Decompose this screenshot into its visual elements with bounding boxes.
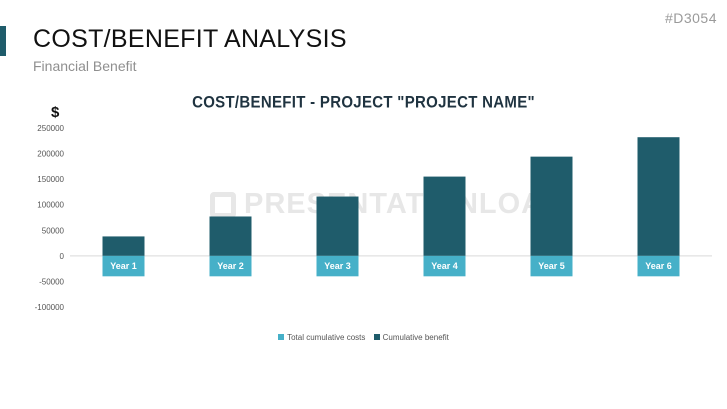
y-tick-label: 150000	[37, 175, 64, 184]
y-axis-unit-label: $	[51, 104, 60, 121]
legend-swatch-benefit	[373, 334, 380, 340]
legend-label-benefit: Cumulative benefit	[382, 333, 449, 342]
y-tick-label: 100000	[37, 201, 64, 210]
y-tick-label: -100000	[35, 303, 65, 312]
bar-cumulative-benefit	[637, 137, 680, 256]
watermark: PRESENTATIONLOAD	[210, 188, 565, 221]
bar-total-cumulative-costs	[530, 255, 573, 277]
bar-total-cumulative-costs	[209, 255, 252, 277]
legend-swatch-costs	[278, 334, 285, 340]
bar-cumulative-benefit	[316, 196, 359, 256]
y-tick-label: 50000	[42, 226, 65, 235]
bar-total-cumulative-costs	[637, 255, 680, 277]
y-tick-label: 0	[60, 252, 65, 261]
chart-title: COST/BENEFIT - PROJECT "PROJECT NAME"	[192, 93, 535, 112]
x-category-label: Year 4	[431, 261, 458, 271]
x-category-label: Year 2	[217, 261, 244, 271]
bar-cumulative-benefit	[530, 156, 573, 256]
x-category-label: Year 1	[110, 261, 137, 271]
watermark-text: PRESENTATIONLOAD	[244, 188, 566, 220]
x-category-label: Year 3	[324, 261, 351, 271]
bar-cumulative-benefit	[102, 236, 145, 256]
chart-legend: Total cumulative costs Cumulative benefi…	[0, 333, 727, 342]
bar-total-cumulative-costs	[102, 255, 145, 277]
watermark-logo-icon	[210, 192, 236, 218]
bar-total-cumulative-costs	[423, 255, 466, 277]
legend-item-costs: Total cumulative costs	[278, 333, 365, 342]
slide-code: #D3054	[664, 10, 717, 26]
bar-cumulative-benefit	[209, 216, 252, 256]
page-subtitle: Financial Benefit	[33, 58, 137, 74]
y-tick-label: 200000	[37, 150, 64, 159]
y-tick-label: -50000	[39, 277, 64, 286]
legend-label-costs: Total cumulative costs	[287, 333, 366, 342]
x-category-label: Year 5	[538, 261, 565, 271]
bar-total-cumulative-costs	[316, 255, 359, 277]
y-tick-label: 250000	[37, 124, 64, 133]
title-accent-bar	[0, 26, 6, 56]
page-title: COST/BENEFIT ANALYSIS	[33, 25, 347, 53]
bar-cumulative-benefit	[423, 176, 466, 256]
x-category-label: Year 6	[645, 261, 672, 271]
legend-item-benefit: Cumulative benefit	[373, 333, 449, 342]
